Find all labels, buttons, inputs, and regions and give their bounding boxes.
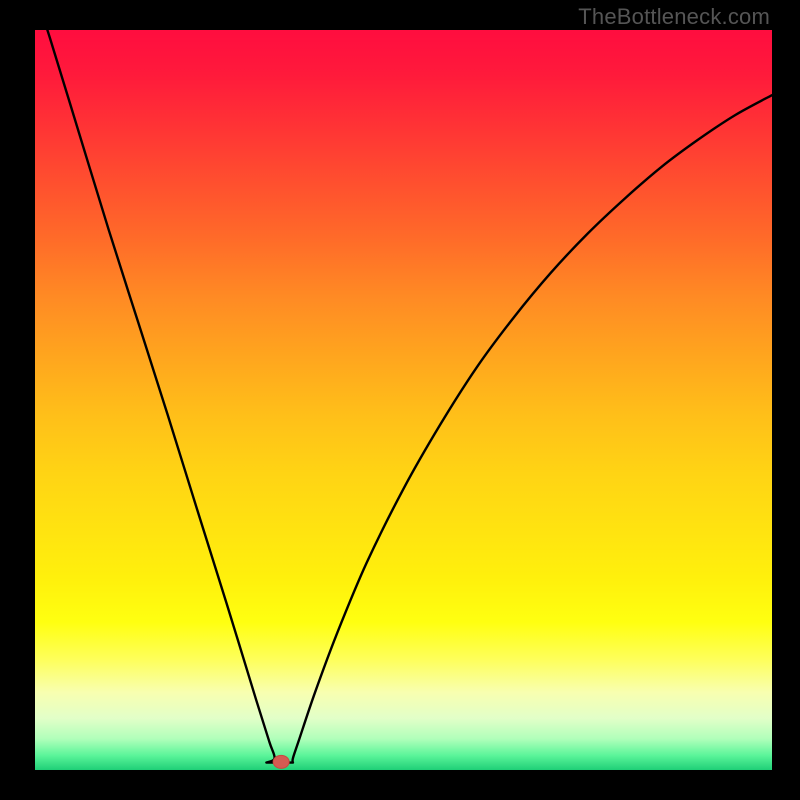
chart-gradient-background	[35, 30, 772, 770]
watermark-text: TheBottleneck.com	[578, 4, 770, 30]
chart-svg	[35, 30, 772, 770]
sweet-spot-marker	[273, 755, 289, 768]
bottleneck-chart	[35, 30, 772, 770]
